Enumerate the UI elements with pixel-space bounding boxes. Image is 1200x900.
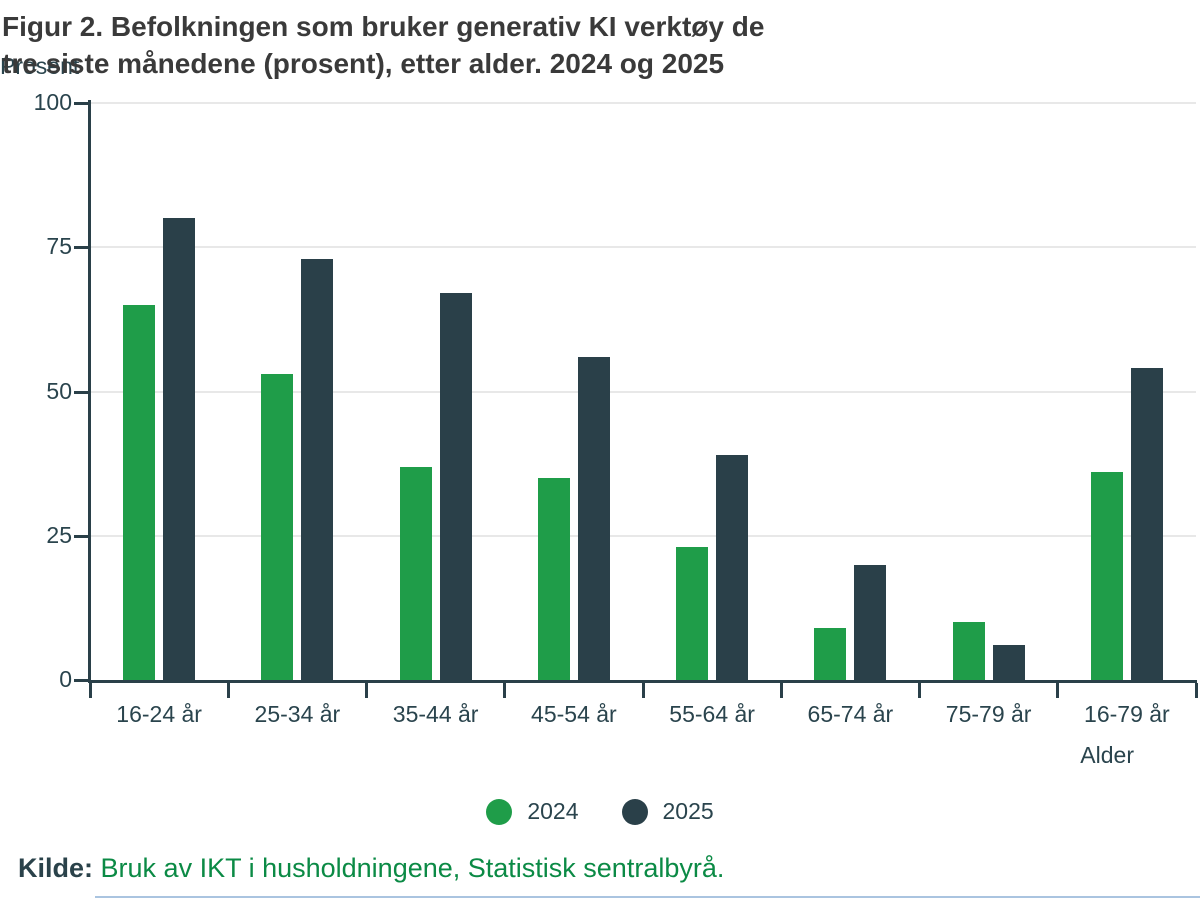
gridline-100 [91,102,1196,104]
y-axis-title: Prosent [0,53,80,79]
gridline-25 [91,534,1196,537]
legend-dot-2024-icon [486,798,513,825]
x-category-label-4: 55-64 år [669,701,755,727]
x-tick-1 [226,683,230,698]
y-tick-label-100: 100 [33,89,72,115]
x-tick-5 [779,683,783,698]
y-tick-label-25: 25 [46,521,72,548]
x-category-label-2: 35-44 år [392,701,479,727]
figure-title: Figur 2. Befolkningen som bruker generat… [2,8,902,82]
legend-label-2024: 2024 [527,798,579,824]
bar-2024-45-54år [537,478,570,680]
source-line: Kilde: Bruk av IKT i husholdningene, Sta… [18,853,724,884]
bar-2024-75-79år [952,622,985,680]
x-tick-6 [918,683,921,698]
x-category-label-0: 16-24 år [116,701,202,727]
y-tick-25 [74,534,90,538]
bar-chart: 0 25 50 75 100 16-24 år 25-34 år 35-44 år 45-54… [33,89,1198,768]
bar-2024-16-24år [123,304,156,680]
chart-legend: 2024 2025 [0,798,1200,825]
y-tick-100 [74,102,90,105]
x-category-label-1: 25-34 år [254,701,341,727]
bar-2025-16-79år [1130,368,1163,680]
source-label: Kilde: [18,853,94,883]
bar-2025-65-74år [854,564,887,680]
x-category-label-7: 16-79 år [1084,701,1170,727]
x-tick-2 [365,683,368,698]
x-tick-4 [641,683,645,698]
legend-dot-2025-icon [621,798,648,825]
x-category-label-5: 65-74 år [807,701,894,727]
y-tick-label-50: 50 [46,377,72,404]
x-axis-title: Alder [1080,742,1134,768]
bar-2024-55-64år [676,547,709,680]
bar-2024-16-79år [1090,472,1123,680]
y-tick-75 [74,246,90,250]
y-tick-0 [74,679,90,682]
x-tick-3 [503,683,507,698]
figure-title-line1: Figur 2. Befolkningen som bruker generat… [2,11,765,42]
gridline-50 [91,390,1196,393]
bar-2025-35-44år [439,293,472,680]
bottom-divider [95,896,1200,898]
bar-2025-75-79år [992,645,1025,680]
bar-2024-65-74år [814,628,847,680]
x-tick-8 [1194,683,1198,698]
bar-2024-35-44år [399,466,432,680]
legend-item-2025: 2025 [621,798,714,825]
figure-title-line2: tre siste månedene (prosent), etter alde… [2,48,725,79]
bar-2025-25-34år [301,258,334,680]
x-axis-line [88,680,1197,683]
x-category-label-3: 45-54 år [531,701,617,727]
bar-2024-25-34år [261,374,294,680]
bar-2025-55-64år [716,454,749,680]
bar-2025-45-54år [577,356,610,680]
x-tick-7 [1056,683,1060,698]
y-tick-label-0: 0 [59,666,72,692]
legend-label-2025: 2025 [662,798,714,824]
y-tick-label-75: 75 [46,233,72,260]
legend-item-2024: 2024 [486,798,579,825]
bar-2025-16-24år [163,218,196,680]
source-link[interactable]: Bruk av IKT i husholdningene, Statistisk… [100,853,725,883]
x-tick-0 [88,683,92,698]
y-tick-50 [74,390,90,394]
x-category-label-6: 75-79 år [945,701,1032,727]
gridline-75 [91,246,1196,249]
